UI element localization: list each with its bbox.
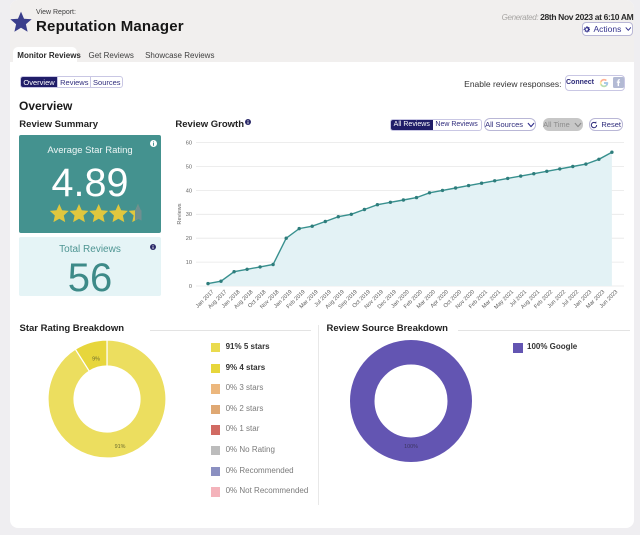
svg-text:0: 0 (189, 284, 192, 290)
svg-text:50: 50 (186, 164, 192, 170)
svg-text:10: 10 (186, 260, 192, 266)
svg-text:9%: 9% (92, 357, 100, 363)
svg-text:91%: 91% (115, 444, 126, 450)
svg-text:60: 60 (186, 141, 192, 147)
svg-text:100%: 100% (404, 444, 418, 450)
svg-text:40: 40 (186, 188, 192, 194)
svg-text:30: 30 (186, 212, 192, 218)
svg-text:Reviews: Reviews (177, 203, 183, 224)
svg-text:20: 20 (186, 236, 192, 242)
